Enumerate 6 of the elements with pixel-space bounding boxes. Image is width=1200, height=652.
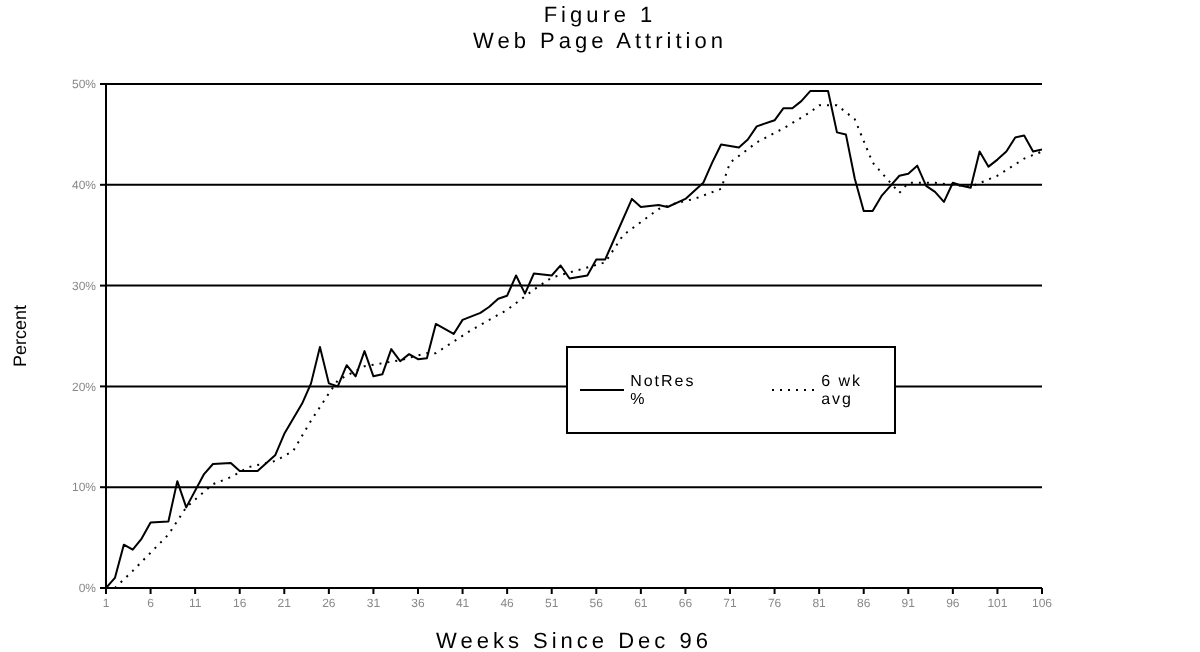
legend-label: NotRes % [630, 372, 698, 408]
y-axis-title: Percent [10, 304, 31, 368]
legend-label: 6 wk avg [821, 372, 865, 408]
x-axis-title: Weeks Since Dec 96 [436, 630, 712, 652]
chart-title: Figure 1 [541, 4, 659, 30]
chart-subtitle: Web Page Attrition [471, 30, 729, 56]
